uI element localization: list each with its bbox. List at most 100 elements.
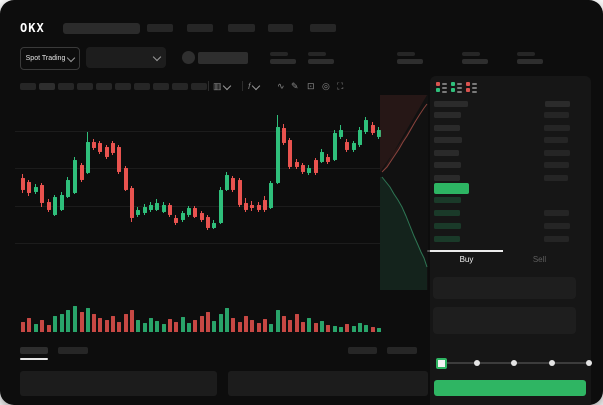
ask-amount-cell[interactable] — [544, 149, 570, 156]
slider-dot[interactable] — [586, 360, 592, 366]
candle-body — [352, 143, 356, 150]
nav-item[interactable] — [147, 24, 173, 32]
timeframe-button[interactable] — [115, 83, 131, 90]
settings-gear-icon[interactable]: ◎ — [322, 81, 330, 91]
tab-sell[interactable]: Sell — [532, 255, 547, 264]
ask-price-cell[interactable] — [434, 174, 460, 181]
fullscreen-expand-icon[interactable]: ⛶ — [337, 81, 344, 91]
bid-price-cell[interactable] — [434, 223, 461, 229]
price-input[interactable] — [433, 277, 576, 299]
ask-amount-cell[interactable] — [544, 137, 568, 143]
candle-body — [263, 200, 267, 210]
book-asks-icon[interactable] — [466, 82, 477, 93]
bid-price-cell[interactable] — [434, 210, 460, 216]
volume-bar — [187, 323, 191, 332]
candle-body — [34, 187, 38, 192]
depth-chart-overlay — [380, 95, 428, 290]
volume-bar — [200, 316, 204, 332]
volume-bar — [320, 321, 324, 332]
timeframe-button[interactable] — [191, 83, 207, 90]
slider-handle[interactable] — [436, 358, 447, 369]
buy-button[interactable] — [434, 380, 586, 396]
draw-pencil-icon[interactable]: ✎ — [291, 81, 299, 91]
bid-amount-cell[interactable] — [544, 223, 570, 229]
ticker-stat-value — [397, 59, 423, 64]
volume-bar — [136, 320, 140, 332]
volume-bar — [168, 319, 172, 332]
volume-bar — [257, 323, 261, 332]
ask-amount-cell[interactable] — [544, 162, 569, 168]
amount-input[interactable] — [433, 307, 576, 334]
ask-amount-cell[interactable] — [544, 112, 569, 118]
bottom-tab-right[interactable] — [387, 347, 417, 354]
timeframe-button[interactable] — [96, 83, 112, 90]
volume-bar — [352, 326, 356, 332]
market-type-dropdown[interactable]: Spot Trading — [20, 47, 80, 70]
indicator-dropdown[interactable]: 𝑓 — [248, 81, 261, 92]
chart-gridline — [15, 131, 380, 132]
bid-amount-cell[interactable] — [544, 236, 569, 242]
ask-price-cell[interactable] — [434, 149, 459, 156]
slider-dot[interactable] — [548, 360, 555, 366]
timeframe-button[interactable] — [153, 83, 169, 90]
timeframe-button[interactable] — [58, 83, 74, 90]
last-price-highlight[interactable] — [434, 183, 469, 194]
candle-style-dropdown[interactable]: ▥ — [213, 81, 232, 92]
candle-body — [53, 197, 57, 215]
candle-body — [326, 157, 330, 162]
bid-price-cell[interactable] — [434, 197, 461, 203]
candle-body — [269, 183, 273, 208]
slider-dot[interactable] — [473, 360, 480, 366]
nav-item[interactable] — [187, 24, 213, 32]
chart-gridline — [15, 168, 380, 169]
volume-bar — [333, 326, 337, 332]
ticker-stat-value — [462, 59, 488, 64]
pair-name-placeholder — [198, 52, 248, 64]
bottom-tab-active[interactable] — [20, 347, 48, 354]
candle-body — [219, 190, 223, 223]
candle-body — [40, 185, 44, 203]
bottom-tab-right[interactable] — [348, 347, 377, 354]
bid-price-cell[interactable] — [434, 236, 460, 242]
camera-snapshot-icon[interactable]: ⊡ — [307, 81, 315, 91]
timeframe-button[interactable] — [172, 83, 188, 90]
candle-body — [295, 162, 299, 167]
book-combined-icon[interactable] — [436, 82, 447, 93]
candle-body — [60, 195, 64, 210]
bid-amount-cell[interactable] — [544, 210, 569, 216]
ask-amount-cell[interactable] — [544, 124, 570, 131]
ask-price-cell[interactable] — [434, 112, 461, 118]
wave-tool-icon[interactable]: ∿ — [277, 81, 285, 91]
nav-item[interactable] — [310, 24, 336, 32]
okx-logo[interactable]: OKX — [20, 21, 45, 35]
volume-bar — [282, 316, 286, 332]
ask-price-cell[interactable] — [434, 137, 462, 143]
bottom-tab[interactable] — [58, 347, 88, 354]
volume-bar — [206, 312, 210, 332]
timeframe-button[interactable] — [77, 83, 93, 90]
candle-body — [130, 188, 134, 218]
candle-body — [98, 143, 102, 152]
volume-bar — [40, 320, 44, 332]
buy-tab-underline — [430, 250, 503, 252]
timeframe-button[interactable] — [20, 83, 36, 90]
ask-amount-cell[interactable] — [544, 174, 568, 181]
volume-bar — [34, 324, 38, 332]
ticker-stat-value — [517, 59, 543, 64]
ask-price-cell[interactable] — [434, 124, 460, 131]
pair-selector-dropdown[interactable] — [86, 47, 166, 68]
volume-bar — [231, 318, 235, 332]
timeframe-button[interactable] — [134, 83, 150, 90]
slider-dot[interactable] — [511, 360, 517, 366]
candle-body — [314, 160, 318, 173]
candle-body — [136, 210, 140, 215]
book-bids-icon[interactable] — [451, 82, 462, 93]
ask-price-cell[interactable] — [434, 162, 461, 168]
nav-item[interactable] — [228, 24, 255, 32]
tab-buy[interactable]: Buy — [459, 255, 474, 264]
timeframe-button[interactable] — [39, 83, 55, 90]
nav-item[interactable] — [268, 24, 293, 32]
search-input[interactable] — [63, 23, 140, 34]
volume-bar — [60, 314, 64, 332]
